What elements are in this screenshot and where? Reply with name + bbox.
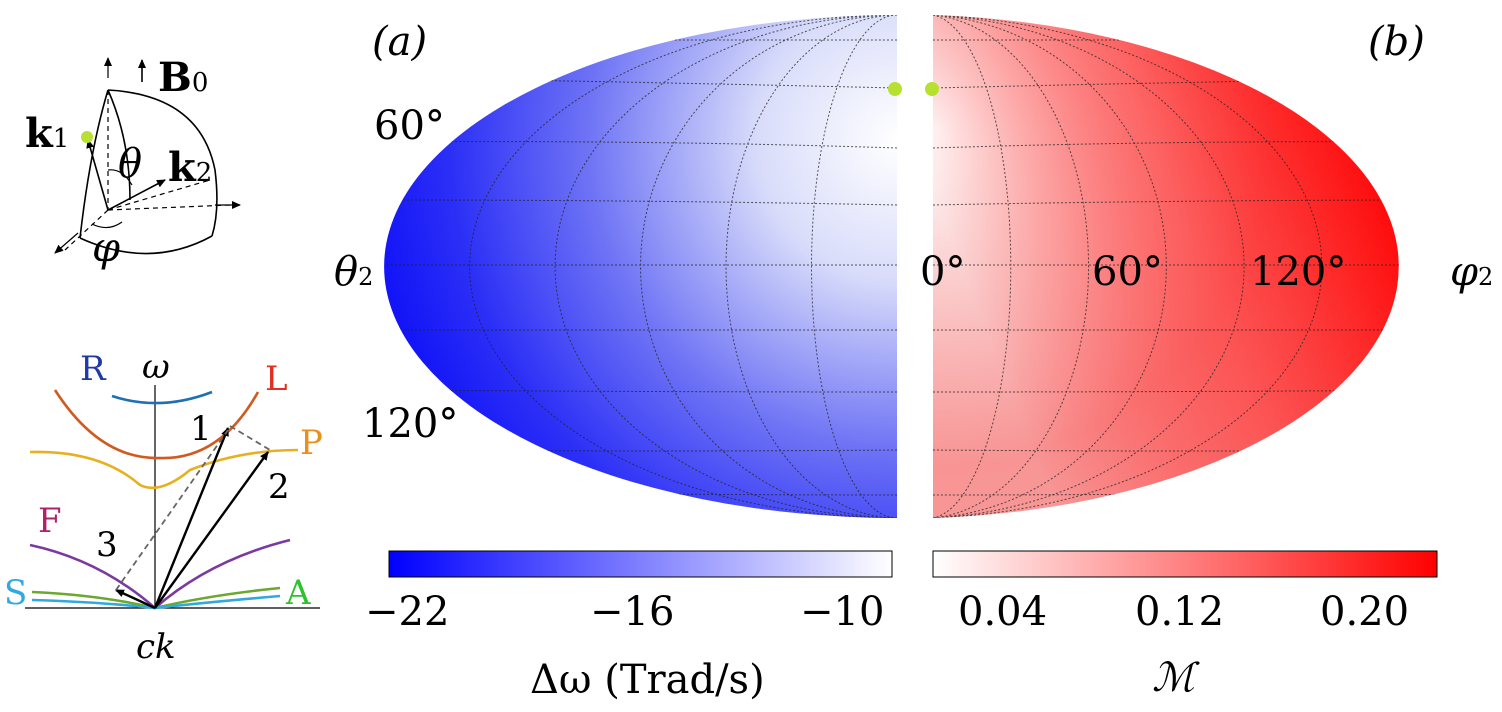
- theta-tick-120: 120°: [362, 401, 459, 447]
- b0-label: B0: [158, 54, 209, 101]
- wave-label-3: 3: [96, 525, 118, 565]
- branch-label-p: P: [300, 423, 323, 463]
- marker-dot-b: [925, 82, 939, 96]
- k2-label: k2: [168, 144, 213, 191]
- wave-label-2: 2: [268, 467, 290, 507]
- phi-tick-60: 60°: [1092, 249, 1163, 295]
- colorbar-a-label: Δω (Trad/s): [530, 657, 765, 703]
- colorbar-b: [932, 550, 1438, 578]
- phi-tick-0: 0°: [920, 249, 966, 295]
- colorbar-b-tick-0: 0.04: [958, 589, 1048, 635]
- wave-label-1: 1: [190, 409, 212, 449]
- branch-label-l: L: [265, 359, 288, 399]
- branch-label-s: S: [4, 573, 28, 613]
- branch-p: [29, 448, 299, 490]
- k1-label: k1: [25, 110, 70, 157]
- theta2-axis-label: θ2: [334, 249, 374, 295]
- omega-axis-label: ω: [142, 347, 170, 387]
- colorbar-a-tick-0: −22: [365, 589, 450, 635]
- branch-label-f: F: [38, 501, 62, 541]
- ck-axis-label: ck: [136, 627, 176, 667]
- marker-dot-a: [888, 82, 902, 96]
- phi-label: φ: [92, 225, 121, 271]
- panel-b-tag: (b): [1368, 19, 1425, 65]
- colorbar-b-tick-1: 0.12: [1135, 589, 1225, 635]
- geometry-sketch: [54, 57, 241, 255]
- panel-b-map: [933, 15, 1399, 518]
- colorbar-b-label: ℳ: [1152, 655, 1195, 701]
- dispersion-diagram: [25, 385, 320, 610]
- phi2-axis-label: φ2: [1450, 249, 1494, 295]
- branch-l: [53, 389, 260, 460]
- colorbar-a: [388, 550, 893, 578]
- colorbar-a-tick-1: −16: [590, 589, 675, 635]
- theta-tick-60: 60°: [374, 103, 445, 149]
- colorbar-a-tick-2: −10: [800, 589, 885, 635]
- colorbar-b-tick-2: 0.20: [1320, 589, 1410, 635]
- panel-a-tag: (a): [372, 19, 428, 65]
- branch-r: [111, 390, 213, 405]
- branch-label-r: R: [80, 349, 106, 389]
- k1-dot: [81, 131, 93, 143]
- theta-label: θ: [118, 141, 143, 187]
- branch-label-a: A: [286, 573, 311, 613]
- panel-a-map: [384, 15, 897, 518]
- phi-tick-120: 120°: [1250, 249, 1347, 295]
